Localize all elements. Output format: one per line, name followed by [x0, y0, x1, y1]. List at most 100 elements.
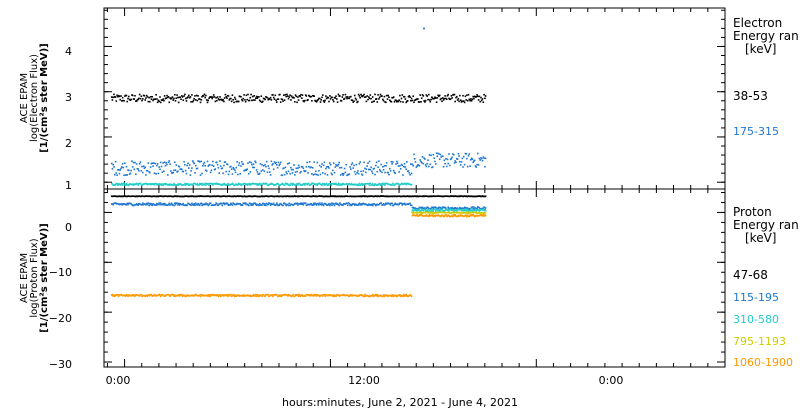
- point-proton-115-195: [463, 206, 466, 209]
- point-proton-1060-1900: [223, 295, 225, 297]
- point-electron-175-315: [131, 160, 133, 162]
- point-proton-310-580: [378, 183, 381, 185]
- point-proton-310-580: [373, 184, 375, 187]
- point-proton-310-580: [315, 183, 318, 185]
- point-electron-38-53: [189, 96, 192, 98]
- point-proton-115-195: [357, 203, 360, 206]
- point-proton-1060-1900: [308, 294, 311, 296]
- point-electron-38-53: [346, 97, 348, 100]
- electron-legend-subtitle: Energy ran: [733, 29, 799, 43]
- point-electron-38-53: [346, 96, 349, 98]
- point-proton-310-580: [200, 182, 203, 185]
- point-proton-115-195: [315, 204, 318, 206]
- point-electron-38-53: [400, 97, 403, 100]
- point-proton-1060-1900: [294, 295, 296, 298]
- proton-legend-47-68: 47-68: [733, 268, 768, 282]
- point-electron-175-315: [310, 166, 312, 168]
- point-electron-38-53: [463, 100, 465, 102]
- point-electron-175-315: [248, 172, 250, 175]
- point-proton-115-195: [261, 204, 263, 206]
- point-proton-47-68: [283, 195, 286, 198]
- point-electron-38-53: [195, 94, 198, 97]
- point-electron-38-53: [476, 94, 478, 96]
- point-electron-175-315: [262, 169, 264, 171]
- point-proton-115-195: [149, 202, 151, 205]
- point-proton-310-580: [212, 184, 214, 186]
- point-electron-38-53: [421, 94, 424, 96]
- point-electron-38-53: [458, 100, 460, 103]
- point-proton-1060-1900: [336, 293, 339, 296]
- point-electron-175-315: [162, 162, 164, 164]
- point-electron-175-315: [450, 157, 453, 160]
- point-electron-38-53: [284, 93, 287, 96]
- point-proton-1060-1900: [297, 293, 299, 296]
- point-proton-115-195: [278, 204, 280, 206]
- point-proton-115-195: [204, 203, 206, 206]
- point-electron-38-53: [206, 101, 209, 104]
- point-electron-175-315: [279, 161, 282, 164]
- point-proton-115-195: [339, 202, 341, 204]
- point-proton-1060-1900: [114, 295, 116, 298]
- point-electron-175-315: [209, 171, 212, 174]
- point-proton-310-580: [336, 184, 339, 186]
- point-electron-175-315: [403, 162, 406, 165]
- point-proton-1060-1900: [150, 294, 153, 296]
- point-proton-115-195: [276, 203, 279, 206]
- point-electron-175-315: [184, 164, 186, 166]
- point-electron-38-53: [212, 94, 215, 96]
- point-electron-175-315: [448, 153, 450, 155]
- point-proton-47-68: [322, 195, 325, 198]
- point-electron-38-53: [290, 99, 292, 101]
- point-proton-1060-1900: [164, 295, 167, 297]
- electron-ytick-label-2: 2: [65, 137, 72, 150]
- point-proton-310-580: [280, 183, 283, 186]
- point-proton-1060-1900: [432, 215, 435, 218]
- point-proton-1060-1900: [338, 294, 340, 296]
- point-electron-38-53: [305, 95, 308, 97]
- point-electron-175-315: [438, 158, 441, 160]
- point-electron-38-53: [204, 96, 206, 99]
- point-proton-115-195: [322, 204, 325, 207]
- point-electron-175-315: [306, 161, 308, 164]
- point-proton-1060-1900: [144, 295, 146, 298]
- point-proton-47-68: [303, 195, 305, 198]
- point-electron-175-315: [193, 162, 195, 165]
- point-proton-1060-1900: [375, 295, 378, 297]
- point-electron-175-315: [343, 173, 345, 175]
- point-proton-115-195: [346, 202, 348, 205]
- point-electron-175-315: [212, 165, 215, 167]
- point-proton-310-580: [303, 182, 305, 185]
- point-proton-115-195: [313, 203, 315, 206]
- point-electron-38-53: [277, 98, 280, 100]
- point-electron-175-315: [465, 153, 467, 155]
- point-electron-38-53: [279, 93, 281, 96]
- point-proton-115-195: [263, 204, 266, 206]
- point-proton-115-195: [155, 204, 157, 206]
- point-proton-1060-1900: [392, 294, 395, 296]
- point-electron-175-315: [463, 155, 465, 158]
- point-proton-310-580: [435, 210, 437, 212]
- point-electron-38-53: [404, 98, 407, 100]
- point-electron-38-53: [296, 101, 298, 104]
- point-electron-175-315: [446, 158, 449, 161]
- point-proton-310-580: [424, 208, 426, 211]
- point-electron-175-315: [348, 173, 351, 175]
- point-proton-115-195: [361, 204, 363, 206]
- point-electron-38-53: [201, 95, 203, 98]
- point-proton-1060-1900: [372, 295, 375, 298]
- point-proton-1060-1900: [322, 295, 324, 297]
- point-proton-310-580: [131, 183, 134, 185]
- point-electron-38-53: [418, 101, 421, 103]
- point-proton-1060-1900: [468, 215, 471, 217]
- point-electron-38-53: [210, 96, 213, 98]
- point-electron-38-53: [422, 95, 425, 97]
- point-proton-310-580: [381, 184, 383, 186]
- point-electron-175-315: [263, 170, 266, 173]
- point-electron-175-315: [251, 163, 253, 166]
- point-electron-175-315: [135, 163, 138, 165]
- point-proton-795-1193: [446, 211, 449, 214]
- point-proton-1060-1900: [226, 293, 229, 296]
- point-electron-38-53: [411, 99, 414, 102]
- point-proton-795-1193: [432, 212, 435, 214]
- point-proton-1060-1900: [428, 215, 430, 218]
